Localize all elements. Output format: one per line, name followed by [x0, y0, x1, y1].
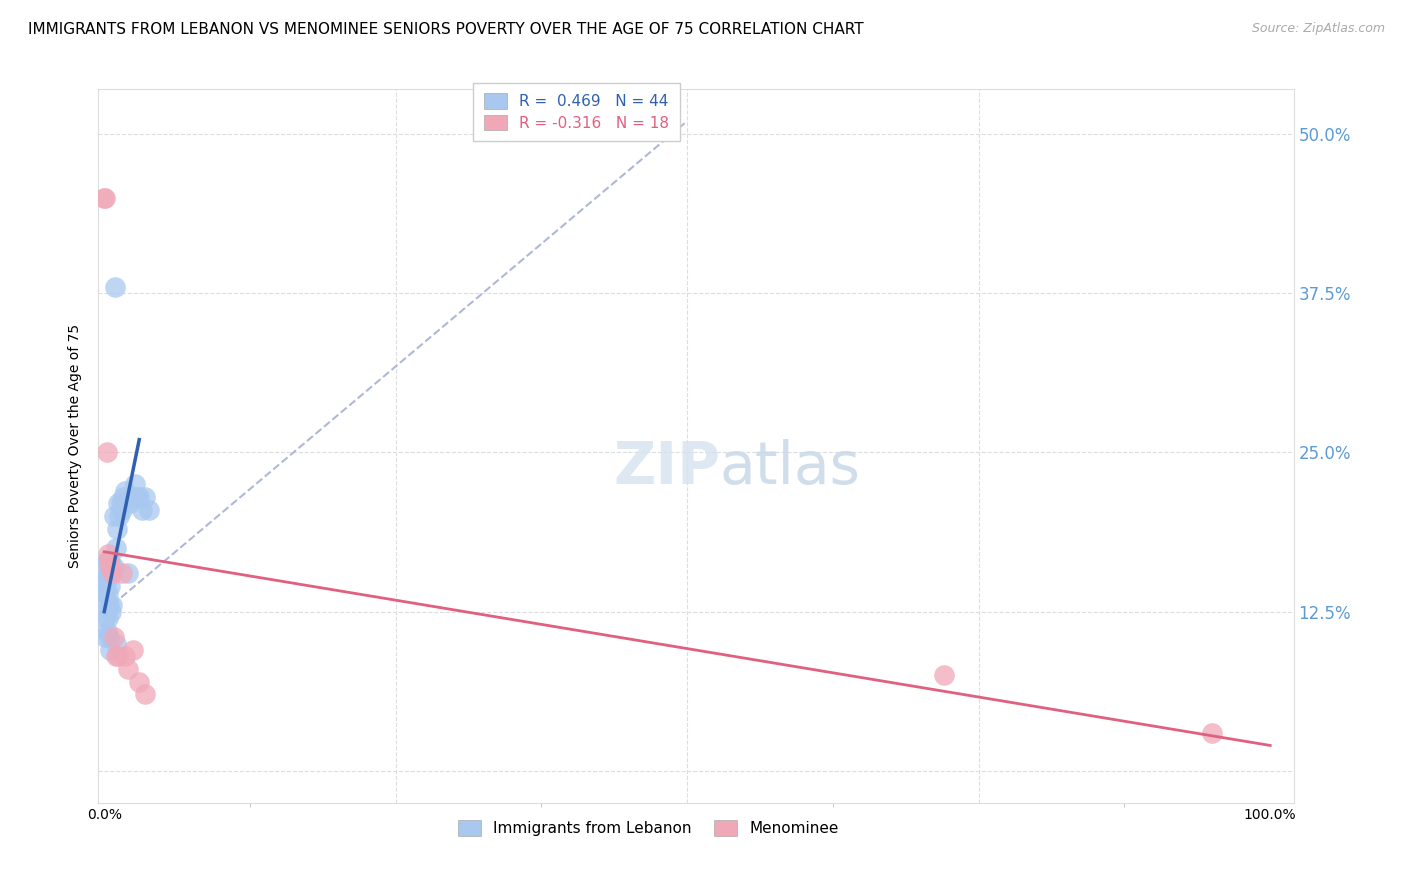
Point — [122, 643, 145, 657]
Text: Source: ZipAtlas.com: Source: ZipAtlas.com — [1251, 22, 1385, 36]
Point — [104, 541, 127, 555]
Point — [101, 560, 124, 574]
Point — [110, 496, 132, 510]
Point — [94, 611, 117, 625]
Point — [1201, 725, 1223, 739]
Point — [97, 554, 120, 568]
Point — [94, 190, 117, 204]
Point — [107, 496, 129, 510]
Point — [104, 649, 127, 664]
Point — [104, 636, 127, 650]
Point — [98, 643, 121, 657]
Point — [93, 566, 115, 581]
Point — [97, 566, 120, 581]
Point — [98, 579, 121, 593]
Point — [131, 502, 153, 516]
Point — [124, 477, 146, 491]
Point — [94, 630, 117, 644]
Point — [114, 649, 136, 664]
Point — [94, 585, 117, 599]
Point — [103, 560, 125, 574]
Point — [96, 573, 118, 587]
Point — [97, 554, 120, 568]
Text: atlas: atlas — [720, 439, 860, 496]
Point — [96, 554, 118, 568]
Point — [134, 688, 156, 702]
Point — [97, 630, 120, 644]
Text: ZIP: ZIP — [613, 439, 720, 496]
Text: IMMIGRANTS FROM LEBANON VS MENOMINEE SENIORS POVERTY OVER THE AGE OF 75 CORRELAT: IMMIGRANTS FROM LEBANON VS MENOMINEE SEN… — [28, 22, 863, 37]
Point — [101, 566, 124, 581]
Point — [138, 502, 160, 516]
Point — [94, 599, 117, 613]
Point — [111, 490, 134, 504]
Point — [125, 490, 148, 504]
Point — [117, 662, 139, 676]
Legend: Immigrants from Lebanon, Menominee: Immigrants from Lebanon, Menominee — [449, 811, 848, 845]
Point — [103, 630, 125, 644]
Point — [98, 554, 121, 568]
Point — [100, 566, 122, 581]
Point — [117, 566, 139, 581]
Point — [97, 599, 120, 613]
Point — [93, 579, 115, 593]
Point — [97, 547, 120, 561]
Point — [108, 509, 131, 524]
Point — [111, 502, 134, 516]
Y-axis label: Seniors Poverty Over the Age of 75: Seniors Poverty Over the Age of 75 — [69, 324, 83, 568]
Point — [98, 560, 121, 574]
Point — [932, 668, 955, 682]
Point — [100, 605, 122, 619]
Point — [105, 522, 128, 536]
Point — [107, 649, 129, 664]
Point — [104, 279, 127, 293]
Point — [97, 611, 120, 625]
Point — [114, 483, 136, 498]
Point — [128, 490, 150, 504]
Point — [97, 585, 120, 599]
Point — [101, 599, 124, 613]
Point — [93, 190, 115, 204]
Point — [103, 509, 125, 524]
Point — [96, 624, 118, 638]
Point — [121, 490, 143, 504]
Point — [111, 566, 134, 581]
Point — [118, 496, 141, 510]
Point — [97, 566, 120, 581]
Point — [96, 445, 118, 459]
Point — [128, 674, 150, 689]
Point — [134, 490, 156, 504]
